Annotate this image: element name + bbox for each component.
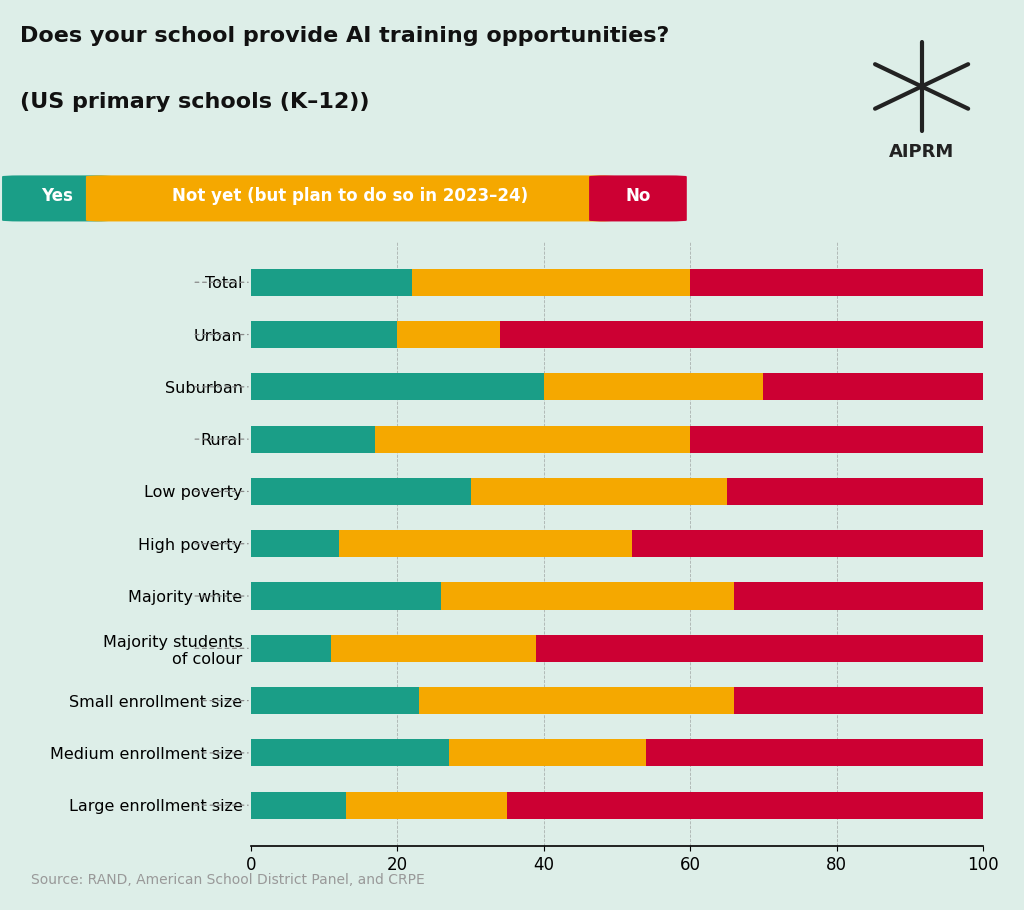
Bar [251, 582, 441, 610]
Bar [734, 687, 983, 714]
Bar [537, 634, 983, 662]
Bar [346, 792, 507, 819]
Bar [251, 687, 419, 714]
FancyBboxPatch shape [589, 176, 687, 221]
Bar [507, 792, 983, 819]
Bar [764, 373, 983, 400]
Bar [449, 739, 646, 766]
Bar [690, 268, 983, 296]
Bar [690, 426, 983, 453]
Bar [251, 739, 449, 766]
Bar [251, 792, 346, 819]
Text: Not yet (but plan to do so in 2023–24): Not yet (but plan to do so in 2023–24) [172, 187, 528, 205]
Bar [332, 634, 537, 662]
Bar [471, 478, 727, 505]
Bar [632, 531, 983, 557]
Bar [251, 478, 471, 505]
FancyBboxPatch shape [86, 176, 614, 221]
Bar [339, 531, 632, 557]
Text: (US primary schools (K–12)): (US primary schools (K–12)) [20, 93, 370, 113]
Bar [376, 426, 690, 453]
Bar [727, 478, 983, 505]
Text: Source: RAND, American School District Panel, and CRPE: Source: RAND, American School District P… [31, 874, 425, 887]
Text: No: No [626, 187, 650, 205]
Bar [251, 426, 376, 453]
Bar [251, 321, 397, 349]
Text: Does your school provide AI training opportunities?: Does your school provide AI training opp… [20, 25, 670, 46]
Bar [734, 582, 983, 610]
Bar [646, 739, 983, 766]
Bar [500, 321, 983, 349]
Bar [441, 582, 734, 610]
Text: AIPRM: AIPRM [889, 143, 954, 161]
Text: Yes: Yes [41, 187, 73, 205]
Bar [251, 531, 339, 557]
Bar [544, 373, 764, 400]
Bar [251, 268, 412, 296]
Bar [251, 373, 544, 400]
Bar [251, 634, 332, 662]
FancyBboxPatch shape [2, 176, 112, 221]
Bar [419, 687, 734, 714]
Bar [412, 268, 690, 296]
Bar [397, 321, 500, 349]
